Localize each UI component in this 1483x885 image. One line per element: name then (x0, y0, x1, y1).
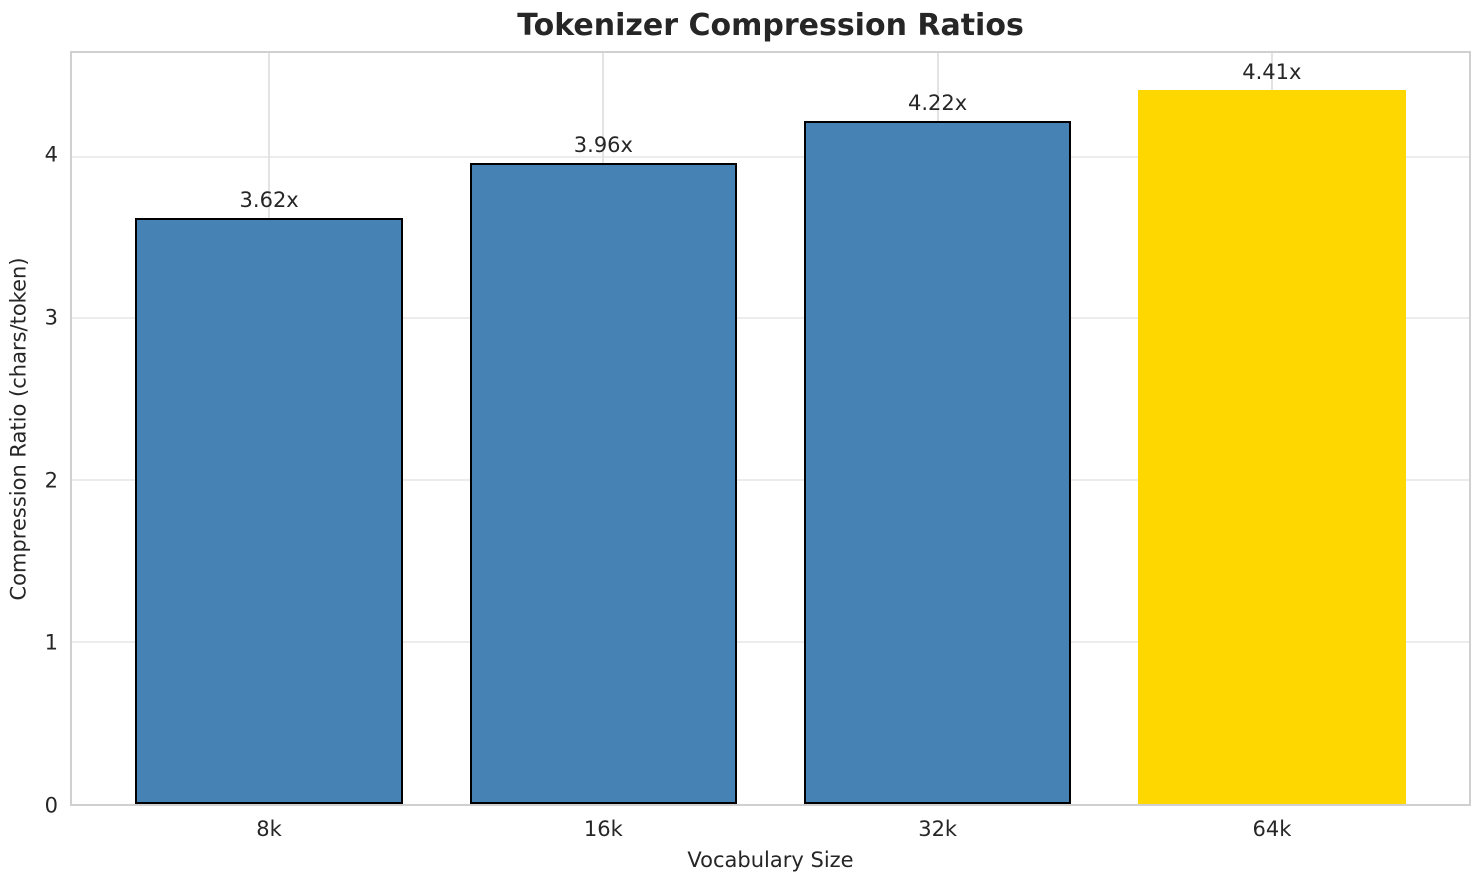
y-tick-label: 1 (44, 630, 58, 655)
x-axis: 8k 16k 32k 64k (70, 817, 1471, 841)
x-axis-label: Vocabulary Size (687, 848, 854, 872)
gridline-horizontal (72, 317, 1469, 320)
bar-slot-32k: 4.22x (771, 53, 1105, 804)
chart-title: Tokenizer Compression Ratios (517, 8, 1024, 43)
y-tick-label: 0 (44, 793, 58, 818)
bar-value-label: 4.41x (1242, 60, 1302, 85)
bar-8k (135, 218, 403, 804)
bar-64k (1138, 90, 1406, 804)
gridline-horizontal (72, 155, 1469, 158)
gridline-horizontal (72, 479, 1469, 482)
x-tick-label: 8k (256, 817, 282, 841)
bar-16k (469, 163, 738, 804)
bar-value-label: 3.62x (239, 188, 299, 213)
plot-area: 3.62x 3.96x 4.22x 4.41x (70, 51, 1471, 806)
x-tick-label: 32k (918, 817, 958, 841)
y-tick-label: 3 (44, 305, 58, 330)
bar-value-label: 3.96x (573, 133, 633, 158)
bar-value-label: 4.22x (908, 90, 968, 115)
bar-slot-8k: 3.62x (102, 53, 436, 804)
bar-32k (803, 120, 1072, 804)
bar-slot-64k: 4.41x (1105, 53, 1439, 804)
x-tick-label: 16k (583, 817, 623, 841)
bar-slot-16k: 3.96x (436, 53, 770, 804)
y-tick-label: 4 (44, 142, 58, 167)
y-tick-label: 2 (44, 468, 58, 493)
x-tick-label: 64k (1252, 817, 1292, 841)
y-axis: 0 1 2 3 4 (0, 51, 58, 816)
bars-layer: 3.62x 3.96x 4.22x 4.41x (102, 53, 1439, 804)
gridline-horizontal (72, 641, 1469, 644)
